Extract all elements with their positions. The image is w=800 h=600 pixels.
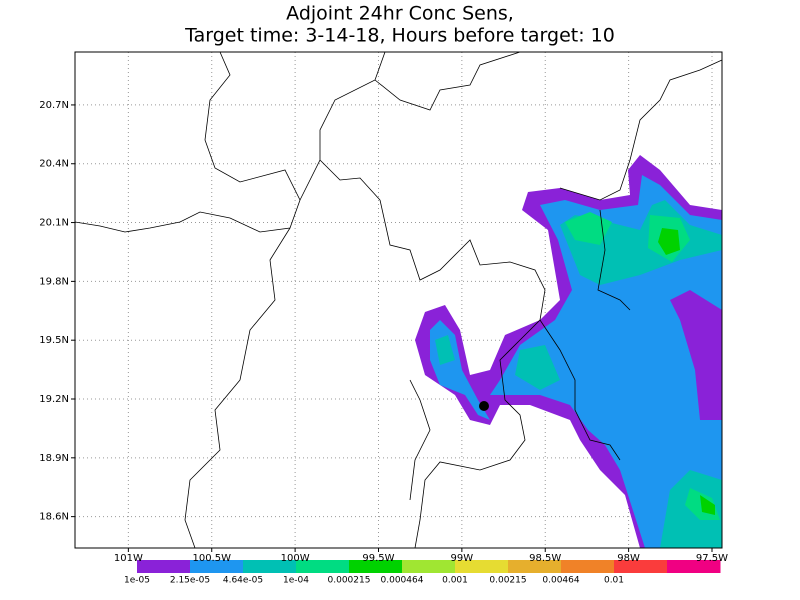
target-point: [479, 401, 489, 411]
colorbar-label: 0.00464: [542, 576, 579, 586]
x-tick-label: 98.5W: [529, 553, 561, 564]
y-tick-label: 18.9N: [39, 453, 69, 464]
colorbar-label: 0.01: [604, 576, 624, 586]
x-tick-label: 101W: [114, 553, 143, 564]
colorbar-label: 0.000464: [381, 576, 424, 586]
colorbar-label: 2.15e-05: [170, 576, 210, 586]
colorbar-box: [349, 560, 403, 573]
y-tick-label: 19.8N: [39, 276, 69, 287]
colorbar-box: [296, 560, 350, 573]
colorbar-box: [667, 560, 721, 573]
y-tick-label: 18.6N: [39, 512, 69, 523]
y-tick-label: 19.5N: [39, 335, 69, 346]
colorbar-box: [455, 560, 509, 573]
colorbar-label: 1e-05: [124, 576, 150, 586]
x-tick-label: 97.5W: [696, 553, 728, 564]
colorbar-box: [402, 560, 456, 573]
colorbar-label: 0.000215: [328, 576, 371, 586]
y-tick-label: 20.4N: [39, 159, 69, 170]
colorbar-label: 0.00215: [489, 576, 526, 586]
y-tick-label: 19.2N: [39, 394, 69, 405]
x-tick-label: 98W: [617, 553, 640, 564]
colorbar-label: 0.001: [442, 576, 468, 586]
colorbar-box: [508, 560, 562, 573]
x-tick-label: 100W: [281, 553, 310, 564]
colorbar-box: [561, 560, 615, 573]
boundaries: [74, 51, 723, 549]
x-tick-label: 100.5W: [192, 553, 231, 564]
title-line: Target time: 3-14-18, Hours before targe…: [184, 25, 615, 47]
colorbar-label: 1e-04: [283, 576, 309, 586]
colorbar-box: [137, 560, 191, 573]
y-tick-label: 20.7N: [39, 100, 69, 111]
x-tick-label: 99W: [451, 553, 474, 564]
y-tick-label: 20.1N: [39, 218, 69, 229]
colorbar-label: 4.64e-05: [223, 576, 263, 586]
colorbar-box: [614, 560, 668, 573]
sensitivity-field: [415, 155, 722, 548]
colorbar-box: [190, 560, 244, 573]
plot-frame: [74, 51, 723, 549]
colorbar-box: [243, 560, 297, 573]
x-tick-label: 99.5W: [362, 553, 394, 564]
title-line: Adjoint 24hr Conc Sens,: [286, 3, 514, 25]
